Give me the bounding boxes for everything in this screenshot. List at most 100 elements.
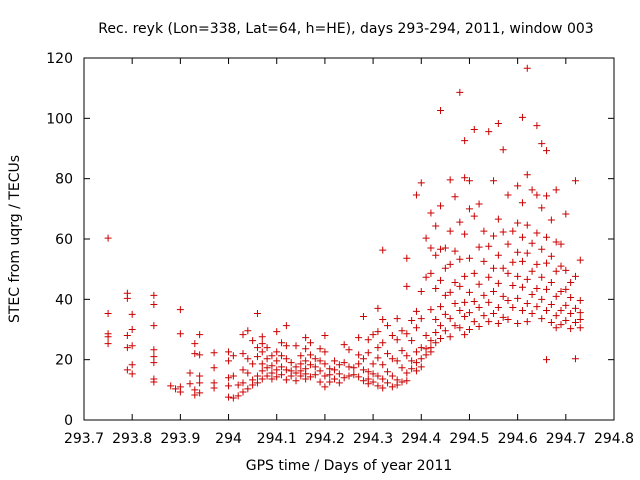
data-point — [186, 380, 194, 388]
data-point — [374, 304, 382, 312]
data-point — [403, 377, 411, 385]
data-point — [417, 315, 425, 323]
data-point — [287, 372, 295, 380]
data-point — [359, 313, 367, 321]
y-axis-label: STEC from uqrg / TECUs — [7, 155, 23, 323]
data-point — [150, 353, 158, 361]
data-point — [441, 244, 449, 252]
y-tick-label: 120 — [46, 51, 73, 67]
data-point — [465, 205, 473, 213]
data-point — [258, 375, 266, 383]
data-point — [437, 202, 445, 210]
data-point — [239, 366, 247, 374]
data-point — [518, 306, 526, 314]
data-point — [302, 345, 310, 353]
data-point — [461, 331, 469, 339]
data-point — [485, 128, 493, 136]
data-point — [359, 377, 367, 385]
data-point — [287, 359, 295, 367]
data-point — [427, 337, 435, 345]
data-point — [437, 335, 445, 343]
data-point — [422, 345, 430, 353]
data-point — [379, 246, 387, 254]
data-point — [509, 258, 517, 266]
y-tick-label: 100 — [46, 111, 73, 127]
data-point — [273, 357, 281, 365]
data-point — [388, 383, 396, 391]
data-point — [263, 364, 271, 372]
data-point — [422, 234, 430, 242]
data-point — [379, 375, 387, 383]
data-point — [150, 322, 158, 330]
data-point — [335, 379, 343, 387]
data-point — [393, 336, 401, 344]
data-point — [340, 341, 348, 349]
data-point — [128, 361, 136, 369]
data-point — [485, 318, 493, 326]
data-point — [533, 284, 541, 292]
data-point — [543, 259, 551, 267]
data-point — [273, 348, 281, 356]
data-point — [576, 309, 584, 317]
data-point — [384, 379, 392, 387]
data-point — [234, 392, 242, 400]
data-point — [427, 209, 435, 217]
data-point — [258, 360, 266, 368]
data-point — [509, 303, 517, 311]
data-point — [388, 372, 396, 380]
data-point — [465, 326, 473, 333]
data-point — [552, 312, 560, 320]
x-tick-label: 293.7 — [64, 431, 104, 447]
data-point — [104, 234, 112, 242]
y-tick-label: 0 — [64, 413, 73, 429]
data-point — [538, 204, 546, 212]
data-point — [490, 264, 498, 272]
data-point — [427, 269, 435, 277]
data-point — [446, 315, 454, 323]
data-point — [369, 370, 377, 378]
data-point — [123, 294, 131, 302]
data-point — [210, 364, 218, 372]
data-point — [451, 247, 459, 255]
data-point — [234, 381, 242, 389]
data-point — [249, 360, 257, 368]
data-point — [258, 340, 266, 348]
data-point — [490, 287, 498, 295]
data-point — [417, 287, 425, 295]
data-point — [562, 316, 570, 324]
y-tick-label: 60 — [55, 232, 73, 248]
data-point — [412, 307, 420, 315]
data-point — [543, 147, 551, 155]
data-point — [490, 232, 498, 240]
data-point — [408, 316, 416, 324]
data-point — [528, 186, 536, 194]
data-point — [576, 316, 584, 324]
data-point — [123, 332, 131, 340]
data-point — [282, 322, 290, 330]
data-point — [364, 336, 372, 344]
data-point — [104, 340, 112, 348]
data-point — [225, 374, 233, 382]
data-point — [331, 375, 339, 383]
data-point — [340, 374, 348, 382]
data-point — [557, 306, 565, 314]
data-point — [432, 251, 440, 259]
data-point — [528, 267, 536, 275]
data-point — [340, 359, 348, 367]
axis-ticks — [83, 57, 615, 421]
data-point — [432, 284, 440, 292]
data-point — [470, 318, 478, 326]
data-point — [485, 298, 493, 306]
data-point — [244, 327, 252, 335]
data-point — [523, 249, 531, 257]
x-tick-label: 294.3 — [353, 431, 393, 447]
data-point — [282, 366, 290, 374]
data-point — [128, 342, 136, 350]
data-point — [150, 300, 158, 308]
data-point — [504, 316, 512, 324]
data-point — [210, 384, 218, 392]
x-axis-label: GPS time / Days of year 2011 — [246, 458, 453, 474]
data-point — [350, 371, 358, 379]
data-point — [427, 348, 435, 356]
data-point — [374, 344, 382, 352]
